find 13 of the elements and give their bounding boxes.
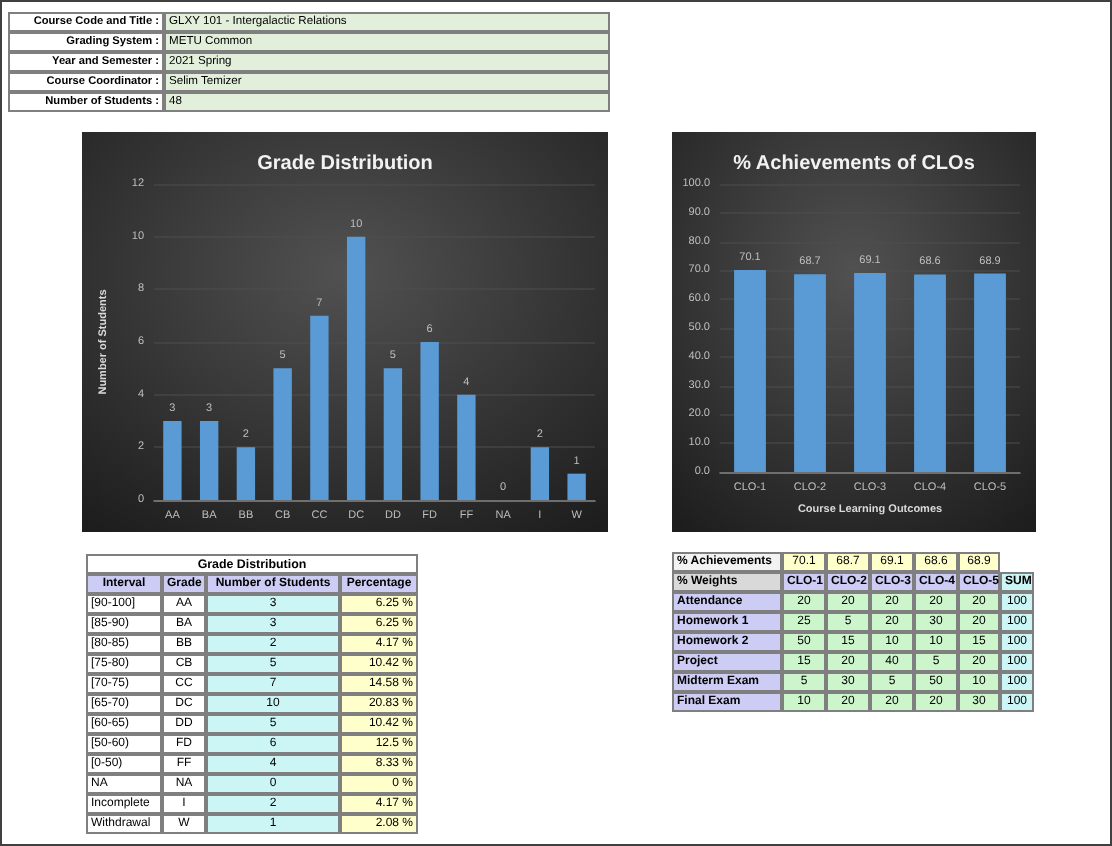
chart-title: Grade Distribution: [257, 153, 433, 175]
bar: [236, 447, 256, 500]
bar: [346, 236, 366, 500]
bar: [199, 421, 219, 500]
bar: [163, 421, 182, 500]
bar: [273, 368, 292, 500]
bar: [457, 394, 476, 500]
bar: [530, 447, 550, 500]
bar: [420, 342, 439, 500]
bar: [567, 473, 586, 500]
bar: [383, 368, 403, 500]
bar: [310, 315, 329, 500]
chart-title: % Achievements of CLOs: [733, 153, 976, 175]
